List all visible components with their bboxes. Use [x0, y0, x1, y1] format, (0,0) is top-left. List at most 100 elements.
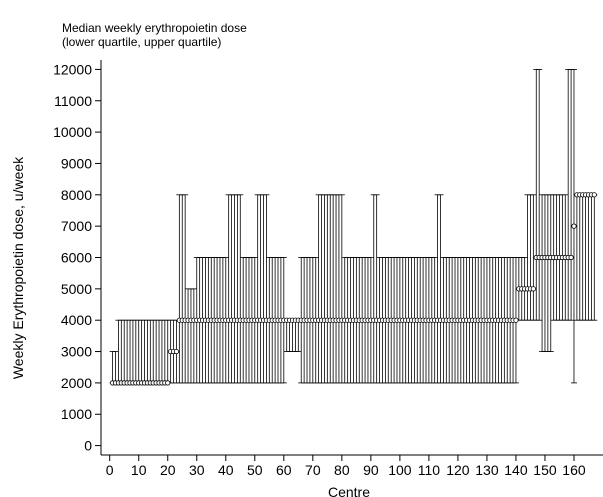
y-axis-title: Weekly Erythropoietin dose, u/week — [10, 156, 26, 379]
x-tick-label: 120 — [446, 462, 470, 478]
median-point — [165, 380, 171, 386]
quartile-range — [283, 319, 290, 352]
quartile-range — [318, 194, 325, 384]
x-tick-label: 30 — [189, 462, 205, 478]
quartile-range — [260, 194, 267, 384]
median-point — [571, 223, 577, 229]
x-tick-label: 90 — [363, 462, 379, 478]
quartile-range — [335, 194, 342, 384]
median-point — [513, 317, 519, 323]
quartile-range — [185, 288, 192, 384]
quartile-range — [161, 319, 168, 384]
quartile-range — [228, 194, 235, 384]
quartile-range — [263, 194, 270, 384]
quartile-range — [579, 194, 586, 321]
quartile-range — [135, 319, 142, 384]
y-ticks: 0 1000 2000 3000 4000 5000 6000 7000 8000 9000 100… — [53, 61, 101, 454]
x-tick-label: 160 — [562, 462, 586, 478]
quartile-range — [153, 319, 160, 384]
quartile-range — [179, 194, 186, 384]
quartile-range — [156, 319, 163, 384]
y-tick-label: 1000 — [61, 406, 92, 422]
quartile-range — [321, 194, 328, 384]
y-tick-label: 9000 — [61, 155, 92, 171]
quartile-range — [190, 288, 197, 384]
quartile-range — [289, 319, 296, 352]
quartile-range — [541, 194, 548, 352]
chart-subtitle: (lower quartile, upper quartile) — [62, 35, 221, 49]
quartile-range — [132, 319, 139, 384]
quartile-range — [118, 319, 125, 384]
median-point — [530, 286, 536, 292]
quartile-range — [127, 319, 134, 384]
y-tick-label: 0 — [84, 438, 92, 454]
y-tick-label: 3000 — [61, 344, 92, 360]
quartile-range — [237, 194, 244, 384]
y-tick-label: 5000 — [61, 281, 92, 297]
quartile-range — [121, 319, 128, 384]
quartile-range — [286, 319, 293, 352]
quartile-range — [150, 319, 157, 384]
quartile-range — [315, 194, 322, 384]
median-markers — [110, 192, 597, 386]
quartile-range — [141, 319, 148, 384]
x-tick-label: 130 — [475, 462, 499, 478]
y-tick-label: 6000 — [61, 250, 92, 266]
y-tick-label: 4000 — [61, 312, 92, 328]
quartile-range — [257, 194, 264, 384]
y-tick-label: 12000 — [53, 61, 92, 77]
quartile-range — [539, 194, 546, 352]
x-tick-label: 50 — [247, 462, 263, 478]
x-tick-label: 80 — [334, 462, 350, 478]
quartile-range — [112, 351, 119, 384]
quartile-range — [176, 194, 183, 384]
quartile-range — [338, 194, 345, 384]
quartile-range — [573, 194, 580, 321]
x-tick-label: 70 — [305, 462, 321, 478]
y-tick-label: 10000 — [53, 124, 92, 140]
median-point — [173, 348, 180, 355]
quartile-range — [138, 319, 145, 384]
quartile-range — [158, 319, 165, 384]
median-point — [568, 254, 574, 261]
x-tick-label: 60 — [276, 462, 292, 478]
quartile-range — [295, 319, 302, 352]
quartile-range — [324, 194, 331, 384]
quartile-range — [330, 194, 337, 384]
x-tick-label: 40 — [218, 462, 234, 478]
quartile-range — [437, 194, 444, 384]
quartile-range — [370, 194, 377, 384]
quartile-range — [585, 194, 592, 321]
x-tick-label: 110 — [418, 462, 441, 478]
chart-title: Median weekly erythropoietin dose — [62, 21, 247, 35]
y-tick-label: 8000 — [61, 187, 92, 203]
y-tick-label: 7000 — [61, 218, 92, 234]
median-point — [591, 192, 597, 198]
y-tick-label: 2000 — [61, 375, 92, 391]
quartile-range — [582, 194, 589, 321]
quartile-whiskers — [109, 69, 598, 384]
quartile-range — [434, 194, 441, 384]
quartile-range — [254, 194, 261, 384]
quartile-range — [588, 194, 595, 321]
quartile-range — [144, 319, 151, 384]
x-tick-label: 20 — [160, 462, 176, 478]
quartile-range — [129, 319, 136, 384]
quartile-range — [544, 194, 551, 352]
quartile-range — [327, 194, 334, 384]
x-tick-label: 140 — [504, 462, 528, 478]
quartile-range — [187, 288, 194, 384]
x-tick-label: 10 — [131, 462, 147, 478]
quartile-range — [147, 319, 154, 384]
quartile-range — [333, 194, 340, 384]
quartile-range — [124, 319, 131, 384]
quartile-range — [568, 69, 575, 321]
x-tick-label: 150 — [533, 462, 557, 478]
x-tick-label: 0 — [106, 462, 114, 478]
y-tick-label: 11000 — [54, 93, 92, 109]
quartile-range — [225, 194, 232, 384]
quartile-range — [576, 194, 583, 321]
quartile-range — [373, 194, 380, 384]
x-axis-title: Centre — [328, 484, 370, 497]
